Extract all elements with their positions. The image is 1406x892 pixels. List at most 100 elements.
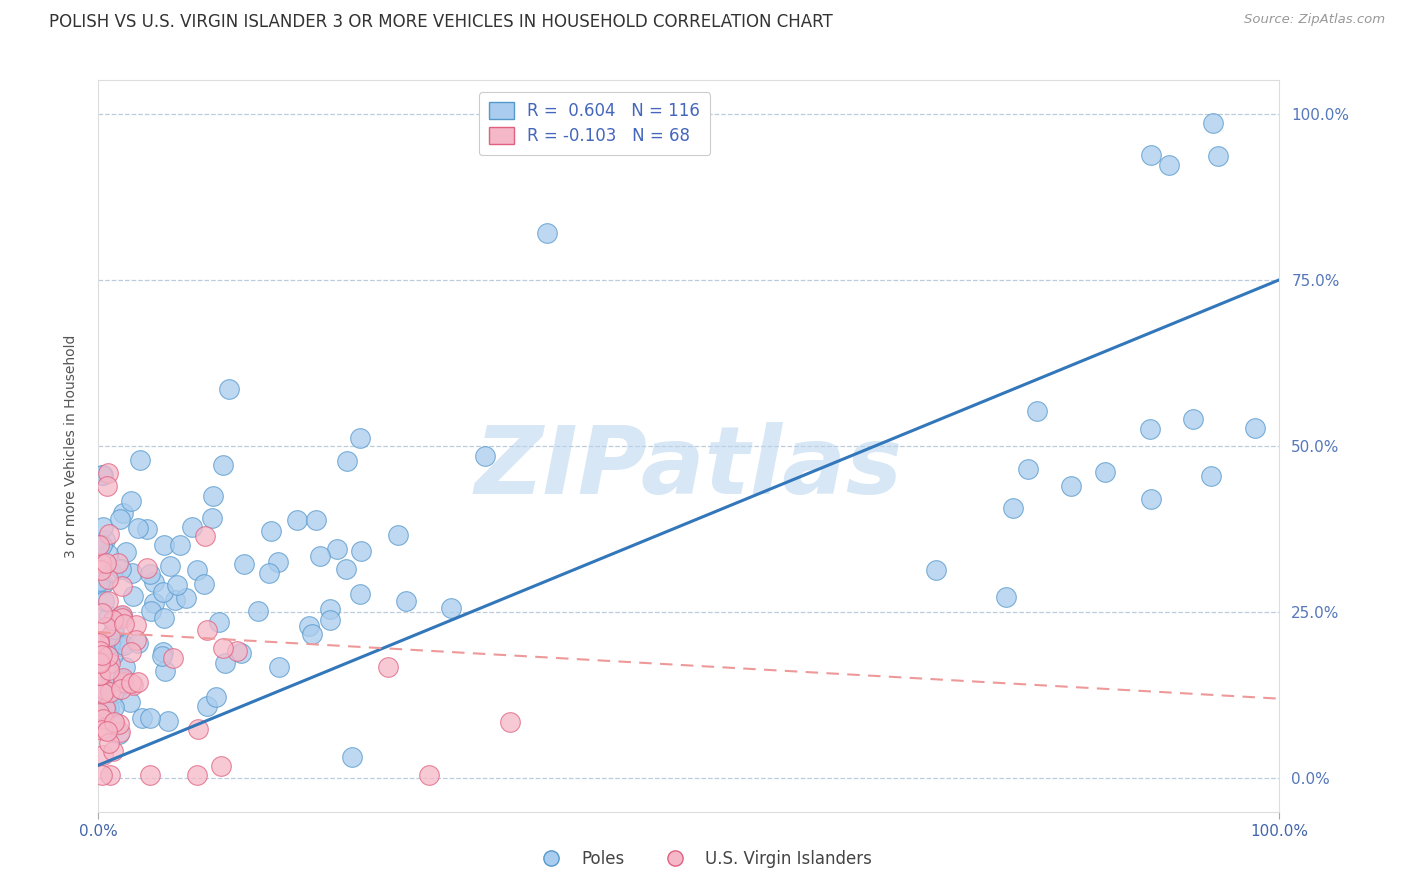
Point	[377, 659, 399, 673]
Point	[387, 527, 409, 541]
Point	[326, 542, 349, 557]
Point	[1159, 158, 1181, 172]
Point	[143, 596, 166, 610]
Point	[112, 616, 135, 631]
Point	[91, 468, 114, 483]
Point	[93, 594, 115, 608]
Point	[112, 676, 135, 690]
Point	[209, 759, 232, 773]
Point	[91, 722, 114, 736]
Point	[112, 675, 135, 690]
Text: Source: ZipAtlas.com: Source: ZipAtlas.com	[1244, 13, 1385, 27]
Point	[142, 574, 165, 589]
Point	[267, 660, 290, 674]
Point	[152, 584, 174, 599]
Point	[150, 648, 173, 663]
Point	[1025, 404, 1047, 418]
Point	[212, 458, 235, 473]
Point	[1139, 492, 1161, 507]
Point	[100, 637, 122, 651]
Point	[91, 712, 114, 726]
Point	[121, 566, 143, 580]
Point	[98, 609, 121, 624]
Point	[98, 663, 121, 677]
Point	[138, 566, 160, 581]
Point	[112, 638, 135, 652]
Point	[96, 724, 118, 739]
Point	[135, 522, 157, 536]
Point	[195, 624, 218, 638]
Point	[90, 648, 112, 662]
Point	[418, 768, 440, 782]
Point	[925, 563, 948, 577]
Point	[120, 676, 142, 690]
Point	[440, 600, 463, 615]
Point	[94, 682, 117, 697]
Point	[90, 768, 112, 782]
Point	[157, 714, 180, 728]
Point	[101, 648, 124, 662]
Point	[94, 533, 117, 547]
Point	[114, 660, 136, 674]
Point	[125, 632, 148, 647]
Point	[1243, 421, 1265, 435]
Point	[298, 619, 321, 633]
Point	[499, 715, 522, 730]
Legend: R =  0.604   N = 116, R = -0.103   N = 68: R = 0.604 N = 116, R = -0.103 N = 68	[479, 92, 710, 155]
Point	[98, 685, 121, 699]
Point	[335, 562, 357, 576]
Point	[96, 479, 118, 493]
Point	[97, 648, 120, 663]
Point	[257, 566, 280, 580]
Point	[118, 694, 141, 708]
Point	[87, 538, 110, 552]
Point	[98, 629, 121, 643]
Point	[155, 664, 177, 678]
Point	[108, 717, 131, 731]
Point	[110, 562, 132, 576]
Point	[1002, 500, 1025, 515]
Point	[110, 681, 132, 696]
Legend: Poles, U.S. Virgin Islanders: Poles, U.S. Virgin Islanders	[527, 844, 879, 875]
Y-axis label: 3 or more Vehicles in Household: 3 or more Vehicles in Household	[63, 334, 77, 558]
Point	[301, 627, 323, 641]
Point	[1017, 461, 1039, 475]
Point	[98, 701, 121, 715]
Point	[90, 578, 112, 592]
Point	[103, 700, 125, 714]
Point	[1094, 465, 1116, 479]
Point	[186, 768, 208, 782]
Point	[101, 626, 124, 640]
Point	[153, 538, 176, 552]
Point	[120, 645, 142, 659]
Point	[107, 727, 129, 741]
Point	[89, 657, 111, 671]
Point	[139, 711, 162, 725]
Point	[127, 636, 149, 650]
Point	[90, 563, 112, 577]
Point	[122, 590, 145, 604]
Point	[87, 636, 110, 650]
Point	[139, 604, 162, 618]
Point	[110, 512, 132, 526]
Point	[101, 687, 124, 701]
Point	[101, 632, 124, 646]
Point	[394, 593, 416, 607]
Point	[169, 538, 191, 552]
Point	[91, 606, 114, 620]
Point	[90, 538, 112, 552]
Point	[186, 563, 208, 577]
Point	[152, 611, 174, 625]
Point	[285, 513, 308, 527]
Point	[319, 613, 342, 627]
Point	[100, 565, 122, 579]
Point	[349, 431, 371, 445]
Point	[127, 675, 149, 690]
Point	[111, 607, 134, 622]
Point	[98, 668, 121, 682]
Point	[187, 722, 209, 736]
Point	[100, 634, 122, 648]
Point	[202, 489, 225, 503]
Point	[101, 613, 124, 627]
Point	[1206, 149, 1229, 163]
